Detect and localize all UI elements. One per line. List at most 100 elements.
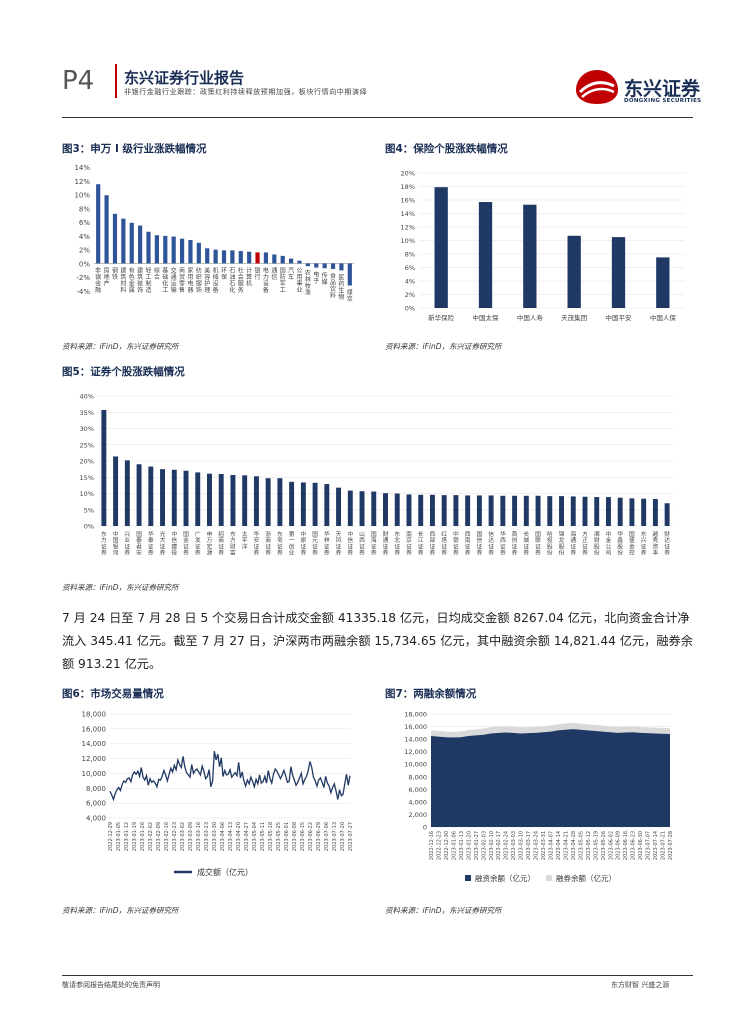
fig5-xlabel: 信达证券 bbox=[488, 530, 494, 557]
fig5-xlabel: 华鑫股份 bbox=[617, 530, 623, 557]
fig5-bar bbox=[570, 496, 576, 526]
dongxing-logo-icon bbox=[576, 70, 618, 104]
fig3-bar bbox=[230, 250, 235, 264]
fig5-xlabel: 湘财股份 bbox=[594, 530, 600, 557]
fig6-xtick: 2023-06-15 bbox=[300, 822, 306, 851]
fig7-xtick: 2023-07-07 bbox=[646, 831, 652, 860]
fig7-xtick: 2023-04-28 bbox=[571, 831, 577, 860]
fig3-bar bbox=[272, 254, 277, 264]
fig5-xlabel: 国盛金控 bbox=[629, 531, 635, 557]
fig7-legend-swatch-short bbox=[546, 875, 552, 881]
fig6-xtick: 2023-05-04 bbox=[252, 822, 258, 851]
fig6-ytick: 16,000 bbox=[82, 725, 107, 733]
fig5-xlabel: 国海证券 bbox=[371, 531, 377, 557]
fig3-source: 资料来源：iFinD，东兴证券研究所 bbox=[62, 342, 179, 351]
fig5-bar bbox=[641, 498, 647, 526]
fig7-xtick: 2022-12-30 bbox=[444, 831, 450, 860]
fig7-xtick: 2023-05-26 bbox=[601, 831, 607, 860]
fig3-xlabel: 农林牧渔 bbox=[305, 269, 311, 297]
fig3-bar bbox=[163, 235, 168, 264]
fig5-xlabel: 中金公司 bbox=[606, 530, 612, 557]
fig3-xlabel: 石油石化 bbox=[229, 267, 235, 294]
fig5-xlabel: 华西证券 bbox=[500, 530, 506, 557]
fig5-bar bbox=[359, 491, 365, 526]
fig7-xtick: 2023-04-21 bbox=[563, 831, 569, 860]
fig4-ytick: 16% bbox=[401, 197, 415, 205]
fig4-bar bbox=[434, 187, 448, 308]
fig7-xtick: 2023-04-14 bbox=[556, 831, 562, 860]
fig5-xlabel: 南京证券 bbox=[406, 530, 412, 557]
fig4-ytick: 4% bbox=[405, 278, 415, 286]
fig4-bar bbox=[478, 202, 493, 308]
fig3-xlabel: 医药生物 bbox=[338, 274, 344, 301]
fig3-bar bbox=[146, 231, 151, 264]
footer-disclaimer: 敬请参阅报告结尾处的免责声明 bbox=[62, 981, 160, 989]
fig3-bar bbox=[255, 252, 260, 264]
fig5-xlabel: 浙商证券 bbox=[265, 530, 271, 557]
fig6-xtick: 2023-05-11 bbox=[260, 822, 266, 851]
fig3-bar bbox=[339, 263, 344, 271]
fig5-bar bbox=[230, 474, 236, 526]
fig5-bar bbox=[277, 478, 283, 526]
fig5-xlabel: 第一创业 bbox=[289, 530, 295, 557]
fig7-ytick: 10,000 bbox=[404, 761, 427, 769]
fig5-ytick: 35% bbox=[80, 409, 94, 417]
fig7-area-margin-short bbox=[431, 722, 670, 738]
fig5-bar bbox=[336, 487, 342, 526]
fig3-bar bbox=[196, 242, 201, 264]
fig6-ytick: 10,000 bbox=[82, 770, 107, 778]
fig6-xtick: 2023-03-23 bbox=[204, 822, 210, 851]
fig5-xlabel: 西南证券 bbox=[465, 531, 471, 557]
fig5-bar bbox=[253, 476, 259, 526]
fig5-bar bbox=[429, 494, 435, 526]
fig7-xtick: 2023-06-16 bbox=[623, 831, 629, 860]
fig3-title: 图3：申万 I 级行业涨跌幅情况 bbox=[62, 143, 207, 155]
fig5-bar bbox=[347, 490, 353, 526]
fig6-xtick: 2023-07-06 bbox=[324, 822, 330, 851]
fig5-xlabel: 长江证券 bbox=[418, 530, 424, 557]
fig7-xtick: 2023-01-13 bbox=[459, 831, 465, 860]
fig7-legend-short: 融券余额（亿元） bbox=[556, 873, 616, 883]
fig7-xtick: 2022-12-23 bbox=[436, 831, 442, 860]
fig6-xtick: 2023-03-16 bbox=[196, 822, 202, 851]
fig3-xlabel: 国防军工 bbox=[280, 267, 286, 294]
fig3-xlabel: 电力设备 bbox=[263, 266, 269, 294]
fig3-bar bbox=[305, 263, 310, 267]
fig6-xtick: 2023-05-25 bbox=[276, 822, 282, 851]
fig5-xlabel: 方正证券 bbox=[582, 530, 588, 557]
fig5-bar bbox=[383, 493, 388, 526]
fig6-xtick: 2023-04-06 bbox=[220, 822, 226, 851]
fig6-xtick: 2023-01-12 bbox=[124, 822, 130, 851]
fig7-xtick: 2023-03-03 bbox=[511, 831, 517, 860]
fig7-xtick: 2023-07-21 bbox=[661, 831, 667, 860]
fig3-bar bbox=[238, 251, 243, 264]
fig7-xtick: 2023-01-06 bbox=[451, 831, 457, 860]
fig6-xtick: 2023-07-13 bbox=[332, 822, 338, 851]
fig5-xlabel: 中原证券 bbox=[300, 530, 306, 557]
fig5-bar bbox=[113, 456, 119, 526]
fig5-xlabel: 山西证券 bbox=[359, 530, 365, 557]
fig5-ytick: 5% bbox=[84, 506, 94, 514]
fig6-xtick: 2022-12-29 bbox=[108, 822, 114, 851]
fig6-ytick: 8,000 bbox=[86, 785, 106, 793]
fig5-bar bbox=[300, 482, 306, 526]
fig3-xlabel: 有色金属 bbox=[129, 266, 135, 294]
fig6-series-line bbox=[109, 751, 351, 802]
fig5-ytick: 10% bbox=[80, 490, 94, 498]
fig6-xtick: 2023-01-05 bbox=[116, 822, 122, 851]
fig5-bar bbox=[418, 494, 424, 526]
fig6-ytick: 6,000 bbox=[86, 800, 106, 808]
fig5-bar bbox=[207, 473, 212, 526]
fig5-bar bbox=[183, 470, 189, 526]
fig3-xlabel: 综合 bbox=[154, 266, 160, 281]
fig6-ytick: 18,000 bbox=[82, 711, 107, 719]
fig5-xlabel: 中银证券 bbox=[453, 530, 459, 557]
fig4-bar bbox=[567, 235, 581, 308]
fig7-xtick: 2023-03-17 bbox=[526, 831, 532, 860]
fig7-xtick: 2023-03-24 bbox=[534, 831, 540, 860]
fig4-source: 资料来源：iFinD，东兴证券研究所 bbox=[385, 342, 502, 351]
fig6-ytick: 4,000 bbox=[86, 815, 106, 823]
fig3-xlabel: 家用电器 bbox=[187, 266, 193, 294]
fig5-xlabel: 国金证券 bbox=[183, 531, 189, 557]
fig3-xlabel: 非银金融 bbox=[95, 266, 101, 294]
